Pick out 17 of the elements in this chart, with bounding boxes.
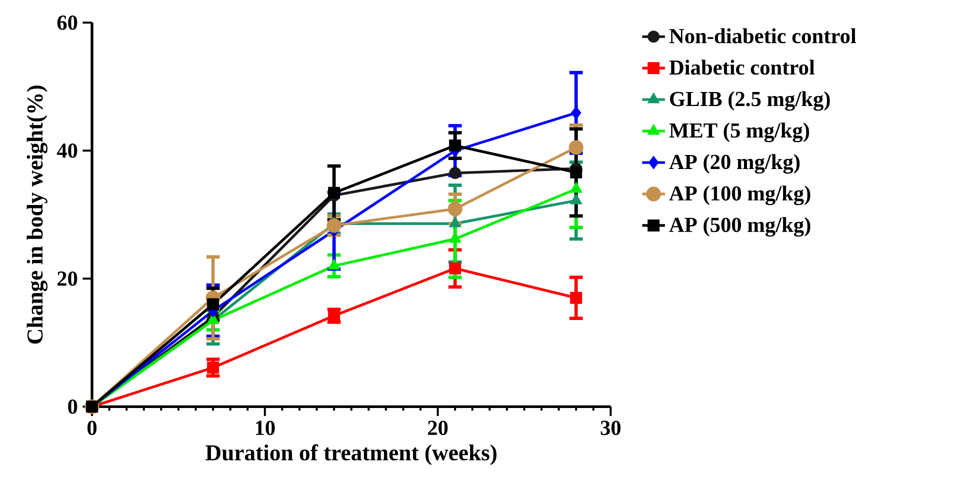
- x-tick-label: 20: [428, 420, 448, 436]
- legend-label: Non-diabetic control: [669, 28, 856, 44]
- x-tick-label: 10: [256, 420, 275, 436]
- x-axis-title: Duration of treatment (weeks): [206, 444, 496, 466]
- y-tick-label: 20: [58, 271, 78, 286]
- x-tick-label: 0: [87, 420, 97, 436]
- y-tick-label: 0: [68, 399, 78, 414]
- legend-label: AP (20 mg/kg): [669, 154, 800, 174]
- y-axis-title: Change in body weight(%): [26, 86, 48, 344]
- legend-label: AP (500 mg/kg): [669, 217, 810, 237]
- legend-label: MET (5 mg/kg): [669, 122, 810, 142]
- legend-label: GLIB (2.5 mg/kg): [670, 91, 830, 111]
- y-tick-label: 40: [56, 143, 78, 158]
- legend-label: AP (100 mg/kg): [669, 186, 810, 206]
- legend-label: Diabetic control: [669, 60, 815, 75]
- y-tick-label: 60: [57, 15, 78, 30]
- x-tick-label: 30: [600, 420, 621, 436]
